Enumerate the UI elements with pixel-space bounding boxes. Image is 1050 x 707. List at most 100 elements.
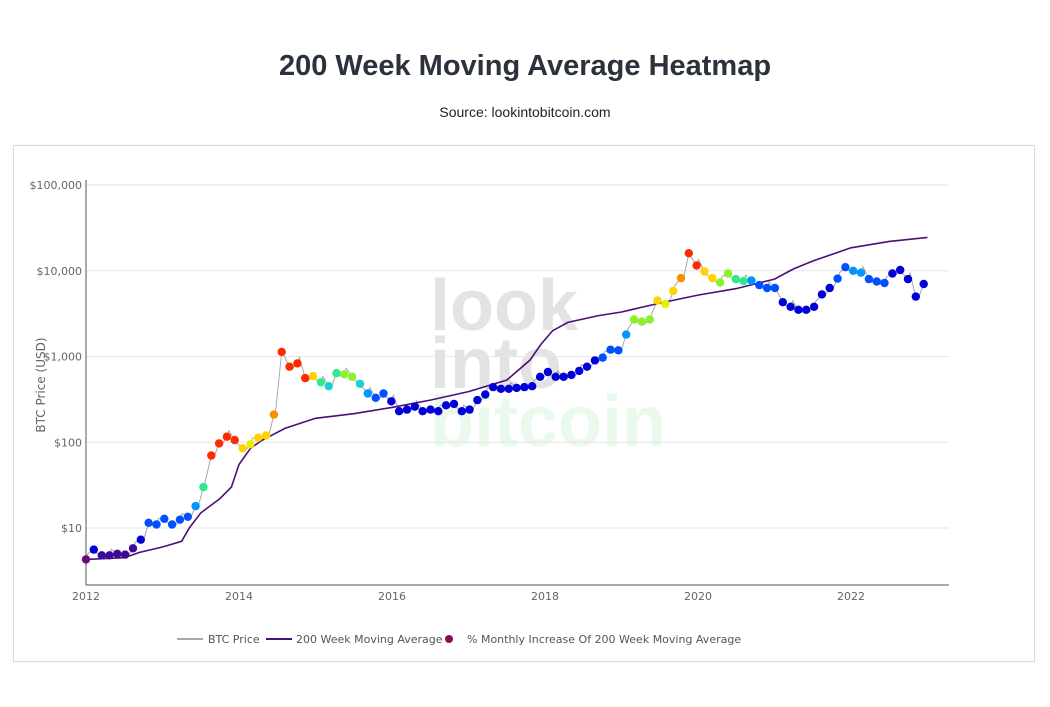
heatmap-point[interactable] xyxy=(348,372,357,381)
heatmap-point[interactable] xyxy=(402,405,412,414)
heatmap-point[interactable] xyxy=(817,290,827,299)
legend-item-btc-price[interactable]: BTC Price xyxy=(177,633,260,646)
heatmap-point[interactable] xyxy=(167,520,177,529)
heatmap-point[interactable] xyxy=(308,371,318,381)
heatmap-point[interactable] xyxy=(755,280,764,290)
heatmap-point[interactable] xyxy=(120,550,130,559)
heatmap-point[interactable] xyxy=(504,384,513,393)
heatmap-point[interactable] xyxy=(919,279,928,289)
heatmap-point[interactable] xyxy=(410,402,419,411)
heatmap-point[interactable] xyxy=(434,407,443,416)
heatmap-point[interactable] xyxy=(105,551,114,560)
heatmap-point[interactable] xyxy=(199,482,208,492)
heatmap-point[interactable] xyxy=(214,439,224,448)
heatmap-point[interactable] xyxy=(316,378,326,387)
heatmap-point[interactable] xyxy=(770,283,780,293)
heatmap-point[interactable] xyxy=(340,370,349,379)
heatmap-point[interactable] xyxy=(394,407,404,416)
heatmap-point[interactable] xyxy=(488,382,498,392)
heatmap-point[interactable] xyxy=(254,433,263,442)
heatmap-point[interactable] xyxy=(355,379,365,388)
heatmap-point[interactable] xyxy=(175,515,185,524)
heatmap-point[interactable] xyxy=(191,501,200,511)
heatmap-point[interactable] xyxy=(371,393,380,402)
heatmap-point[interactable] xyxy=(293,359,302,368)
heatmap-point[interactable] xyxy=(520,382,529,392)
heatmap-point[interactable] xyxy=(535,372,545,381)
heatmap-point[interactable] xyxy=(496,384,506,393)
heatmap-point[interactable] xyxy=(551,372,560,381)
heatmap-point[interactable] xyxy=(89,545,99,554)
heatmap-point[interactable] xyxy=(723,269,733,278)
heatmap-point[interactable] xyxy=(575,366,584,376)
heatmap-point[interactable] xyxy=(888,269,897,278)
heatmap-point[interactable] xyxy=(128,544,138,553)
heatmap-point[interactable] xyxy=(606,345,615,354)
heatmap-point[interactable] xyxy=(794,305,803,314)
heatmap-point[interactable] xyxy=(747,276,756,285)
heatmap-point[interactable] xyxy=(825,283,834,293)
heatmap-point[interactable] xyxy=(418,407,427,416)
heatmap-point[interactable] xyxy=(786,302,795,311)
heatmap-point[interactable] xyxy=(426,405,435,414)
heatmap-point[interactable] xyxy=(207,451,216,460)
heatmap-point[interactable] xyxy=(614,346,623,355)
heatmap-point[interactable] xyxy=(152,520,161,529)
heatmap-point[interactable] xyxy=(802,305,811,314)
heatmap-point[interactable] xyxy=(543,367,553,377)
heatmap-point[interactable] xyxy=(661,299,670,309)
heatmap-point[interactable] xyxy=(739,276,748,286)
heatmap-point[interactable] xyxy=(465,405,474,414)
heatmap-point[interactable] xyxy=(559,372,568,381)
heatmap-point[interactable] xyxy=(715,278,725,287)
heatmap-point[interactable] xyxy=(684,249,693,258)
heatmap-point[interactable] xyxy=(778,298,787,307)
heatmap-point[interactable] xyxy=(669,286,678,296)
heatmap-point[interactable] xyxy=(692,261,701,270)
heatmap-point[interactable] xyxy=(567,370,576,380)
heatmap-point[interactable] xyxy=(872,277,881,286)
heatmap-point[interactable] xyxy=(833,274,842,283)
heatmap-point[interactable] xyxy=(449,399,459,409)
heatmap-point[interactable] xyxy=(136,535,145,544)
heatmap-point[interactable] xyxy=(903,274,913,284)
heatmap-point[interactable] xyxy=(637,317,646,326)
heatmap-point[interactable] xyxy=(481,390,490,399)
heatmap-point[interactable] xyxy=(700,267,709,276)
heatmap-point[interactable] xyxy=(301,373,310,383)
heatmap-point[interactable] xyxy=(269,410,279,419)
heatmap-point[interactable] xyxy=(160,514,169,523)
heatmap-point[interactable] xyxy=(629,315,639,324)
heatmap-point[interactable] xyxy=(809,302,819,311)
heatmap-point[interactable] xyxy=(379,389,388,398)
heatmap-point[interactable] xyxy=(324,382,333,391)
heatmap-point[interactable] xyxy=(864,274,874,284)
heatmap-point[interactable] xyxy=(277,347,286,357)
heatmap-point[interactable] xyxy=(676,273,686,283)
legend-item-heatmap[interactable]: % Monthly Increase Of 200 Week Moving Av… xyxy=(445,633,741,646)
heatmap-point[interactable] xyxy=(387,397,396,406)
heatmap-point[interactable] xyxy=(81,555,91,564)
heatmap-point[interactable] xyxy=(653,296,662,305)
heatmap-point[interactable] xyxy=(144,518,153,527)
heatmap-point[interactable] xyxy=(363,389,372,398)
heatmap-point[interactable] xyxy=(222,432,232,441)
heatmap-point[interactable] xyxy=(332,368,341,378)
heatmap-point[interactable] xyxy=(261,431,271,440)
heatmap-point[interactable] xyxy=(230,435,239,445)
heatmap-point[interactable] xyxy=(285,362,294,371)
heatmap-point[interactable] xyxy=(896,265,905,275)
heatmap-point[interactable] xyxy=(441,401,451,410)
heatmap-point[interactable] xyxy=(473,395,482,405)
heatmap-point[interactable] xyxy=(457,407,466,416)
heatmap-point[interactable] xyxy=(246,440,255,449)
heatmap-point[interactable] xyxy=(113,549,122,558)
heatmap-point[interactable] xyxy=(880,278,889,288)
heatmap-point[interactable] xyxy=(731,274,740,284)
heatmap-point[interactable] xyxy=(762,283,772,293)
heatmap-point[interactable] xyxy=(841,263,850,272)
heatmap-point[interactable] xyxy=(238,444,247,453)
heatmap-point[interactable] xyxy=(512,383,521,393)
heatmap-point[interactable] xyxy=(528,382,537,391)
heatmap-point[interactable] xyxy=(97,551,106,560)
